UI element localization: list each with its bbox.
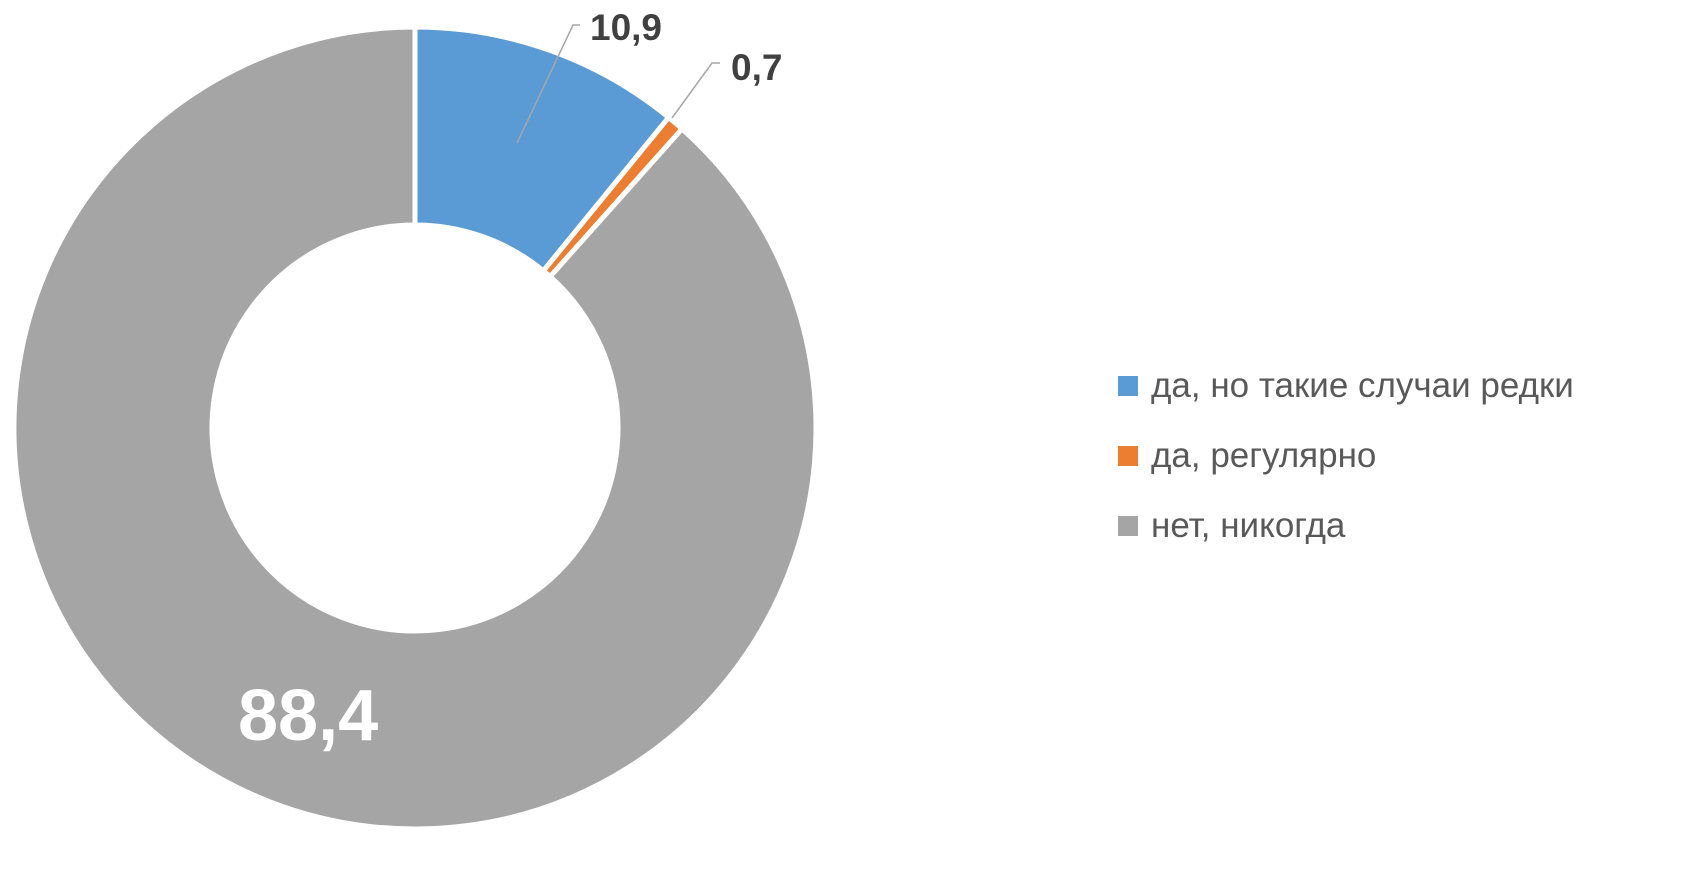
legend-item-rare: да, но такие случаи редки	[1118, 366, 1574, 405]
slice-never	[11, 24, 819, 832]
legend-label-never: нет, никогда	[1151, 506, 1346, 545]
legend-item-regular: да, регулярно	[1118, 436, 1574, 475]
legend: да, но такие случаи редки да, регулярно …	[1118, 366, 1574, 578]
leader-line-regular	[671, 62, 720, 119]
legend-swatch-rare	[1118, 376, 1138, 396]
leader-line-rare	[516, 24, 580, 144]
legend-label-regular: да, регулярно	[1151, 436, 1377, 475]
data-label-never: 88,4	[238, 676, 378, 756]
legend-swatch-never	[1118, 516, 1138, 536]
legend-label-rare: да, но такие случаи редки	[1151, 366, 1574, 405]
data-label-regular: 0,7	[731, 47, 782, 88]
legend-swatch-regular	[1118, 446, 1138, 466]
slice-rare	[412, 24, 673, 275]
legend-item-never: нет, никогда	[1118, 506, 1574, 545]
data-label-rare: 10,9	[590, 7, 662, 48]
